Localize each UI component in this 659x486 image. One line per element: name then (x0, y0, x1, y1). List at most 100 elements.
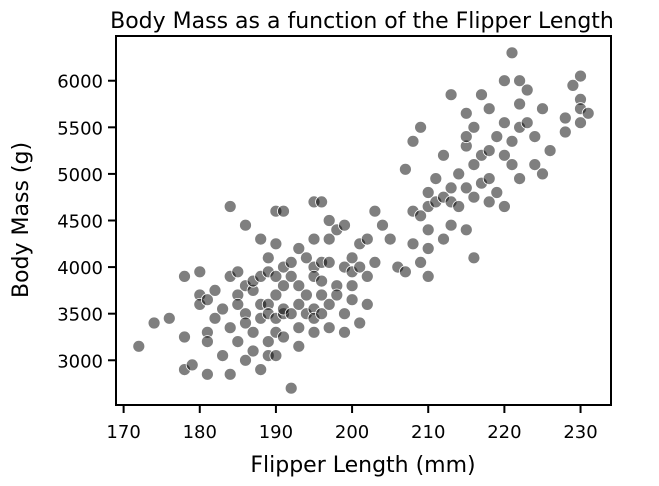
data-point (360, 269, 374, 283)
y-axis-label: Body Mass (g) (9, 142, 34, 298)
data-point (543, 144, 557, 158)
x-tick-label: 190 (259, 422, 293, 443)
data-point (452, 200, 466, 213)
data-point (345, 251, 359, 265)
data-point (444, 218, 458, 232)
data-point (421, 269, 435, 283)
data-point (360, 232, 374, 246)
data-point (421, 223, 435, 237)
data-point (178, 330, 191, 344)
data-point (383, 232, 397, 246)
x-tick-label: 180 (183, 422, 217, 443)
data-point (223, 367, 237, 381)
data-point (520, 116, 534, 130)
data-point (581, 106, 595, 120)
data-point (322, 255, 336, 269)
data-point (505, 134, 519, 148)
chart-title: Body Mass as a function of the Flipper L… (110, 9, 614, 34)
data-point (475, 88, 488, 102)
y-tick-label: 4000 (57, 258, 103, 279)
data-point (239, 218, 252, 232)
data-point (505, 158, 519, 172)
data-point (261, 251, 275, 265)
data-point (482, 144, 496, 158)
data-point (292, 279, 306, 293)
data-point (574, 69, 587, 83)
data-point (444, 88, 458, 102)
data-point (345, 279, 359, 293)
data-point (497, 200, 511, 213)
data-point (497, 148, 511, 162)
data-point (292, 321, 306, 335)
data-point (231, 335, 245, 349)
plot-frame (115, 35, 612, 406)
data-point (497, 74, 511, 88)
data-point (421, 242, 435, 255)
data-point (315, 288, 329, 302)
data-point (208, 311, 222, 325)
y-tick-label: 3000 (57, 351, 103, 372)
data-point (223, 200, 237, 213)
data-point (239, 316, 252, 330)
data-point (299, 288, 313, 302)
data-point (261, 335, 275, 349)
data-point (376, 218, 389, 232)
data-point (566, 79, 580, 92)
data-point (246, 344, 260, 358)
data-point (338, 325, 351, 339)
data-point (513, 172, 526, 186)
data-point (437, 148, 450, 162)
x-axis-label: Flipper Length (mm) (250, 453, 475, 478)
data-point (216, 302, 230, 316)
data-point (254, 363, 268, 377)
data-point (254, 232, 268, 246)
data-point (368, 204, 382, 218)
data-point (574, 116, 587, 130)
data-point (421, 186, 435, 199)
data-point (277, 204, 290, 218)
data-point (269, 269, 283, 283)
data-point (322, 297, 336, 311)
data-point (353, 316, 367, 330)
data-point (368, 255, 382, 269)
data-point (162, 311, 176, 325)
data-point (200, 367, 214, 381)
data-point (558, 125, 572, 139)
data-point (292, 297, 306, 311)
data-point (284, 307, 298, 321)
data-point (193, 265, 207, 279)
data-point (353, 260, 367, 274)
data-point (284, 255, 298, 269)
data-point (490, 186, 504, 199)
data-point (558, 111, 572, 125)
x-tick-label: 230 (563, 422, 597, 443)
data-point (459, 130, 473, 144)
data-point (284, 381, 298, 395)
data-point (414, 209, 428, 223)
data-point (223, 321, 237, 335)
data-point (246, 325, 260, 339)
data-point (536, 167, 549, 181)
y-tick-label: 5000 (57, 165, 103, 186)
data-point (452, 167, 466, 181)
data-point (536, 102, 549, 116)
data-point (406, 134, 420, 148)
data-point (414, 120, 428, 134)
data-point (459, 106, 473, 120)
data-point (338, 218, 351, 232)
data-point (200, 335, 214, 349)
data-point (315, 307, 329, 321)
data-point (299, 251, 313, 265)
data-point (322, 321, 336, 335)
data-point (269, 349, 283, 363)
x-tick-label: 210 (411, 422, 445, 443)
data-point (269, 237, 283, 251)
data-point (292, 242, 306, 255)
data-point (528, 158, 542, 172)
data-point (490, 130, 504, 144)
data-point (322, 214, 336, 227)
data-point (330, 288, 344, 302)
data-point (505, 46, 519, 60)
data-point (414, 255, 428, 269)
